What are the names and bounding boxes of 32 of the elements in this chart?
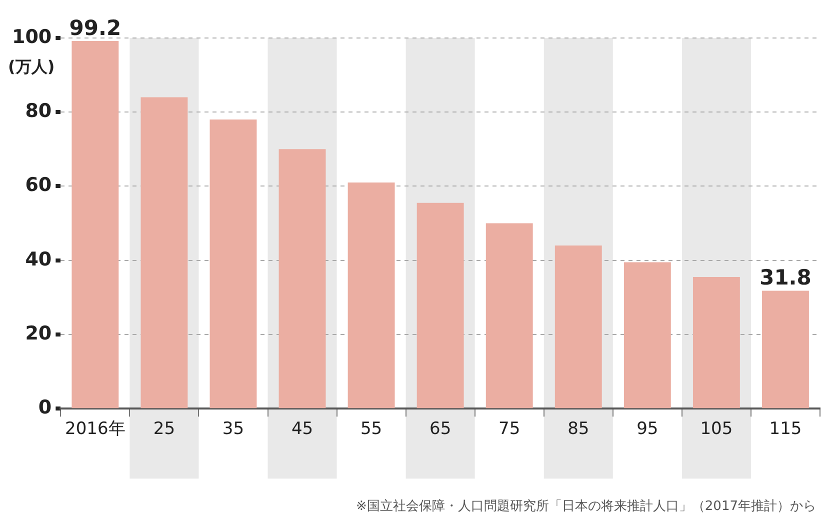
bar — [210, 120, 257, 408]
data-label: 31.8 — [760, 266, 812, 290]
bar — [72, 40, 119, 408]
y-tick-label: 60 — [25, 174, 52, 196]
data-label: 99.2 — [69, 16, 122, 40]
y-tick-label: 40 — [25, 248, 52, 270]
bar — [278, 149, 326, 408]
x-tick-label: 55 — [360, 419, 382, 440]
x-tick-label: 2016年 — [65, 419, 126, 440]
bar — [554, 246, 602, 408]
y-tick-label: 100 — [12, 26, 52, 48]
bar — [486, 223, 533, 408]
y-tick-label: 80 — [25, 100, 52, 122]
bar — [140, 97, 188, 408]
bar — [624, 262, 671, 408]
x-tick-label: 95 — [636, 419, 658, 440]
bar — [762, 290, 809, 408]
x-tick-label: 25 — [153, 419, 176, 440]
x-tick-label: 75 — [498, 419, 520, 440]
x-tick-label: 35 — [222, 419, 244, 440]
bar — [692, 277, 740, 408]
x-tick-label: 45 — [291, 419, 314, 440]
bar — [348, 182, 395, 408]
text: ※国立社会保障・人口問題研究所「日本の将来推計人口」（2017年推計）から — [356, 498, 816, 514]
x-tick-label: 105 — [700, 419, 733, 440]
y-tick-label: 0 — [38, 396, 52, 419]
bar — [416, 202, 464, 408]
x-tick-label: 65 — [430, 419, 452, 440]
y-axis-title: (万人) — [8, 57, 55, 76]
x-tick-label: 85 — [568, 419, 590, 440]
x-tick-label: 115 — [769, 419, 802, 440]
y-tick-label: 20 — [25, 322, 52, 344]
